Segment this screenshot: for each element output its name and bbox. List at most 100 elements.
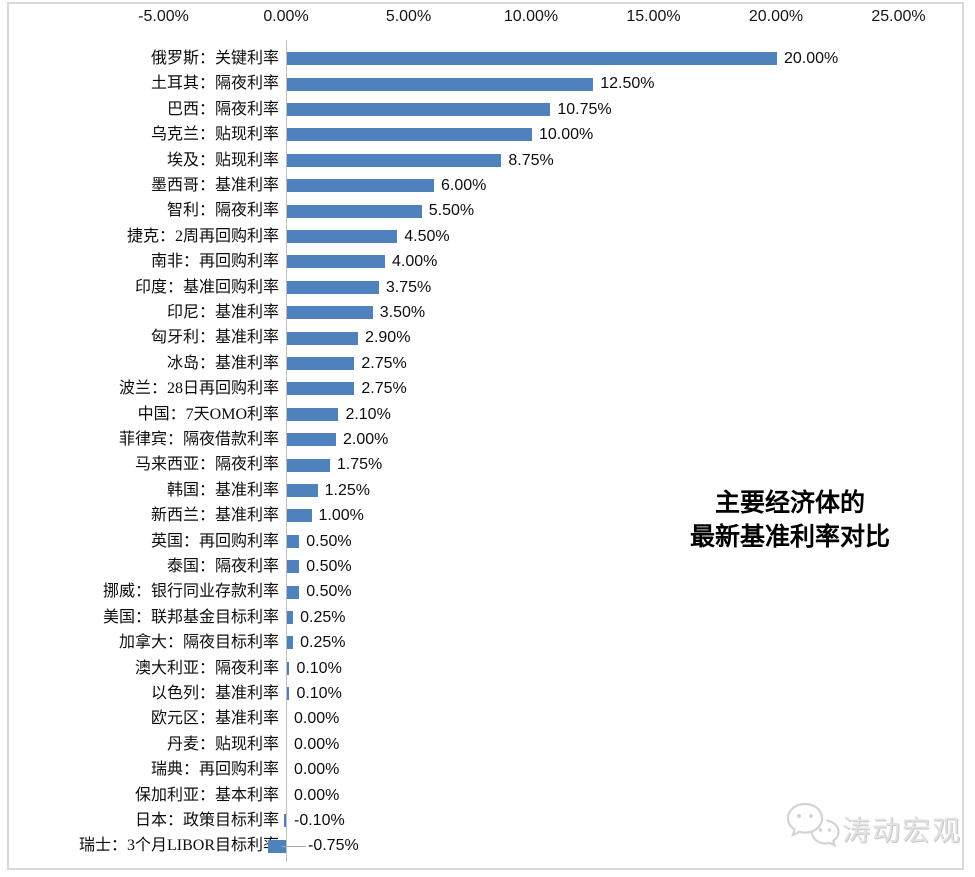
- chart-row: 捷克：2周再回购利率 4.50%: [0, 224, 975, 249]
- bar-value-label: 0.10%: [296, 685, 342, 702]
- watermark: 涛动宏观: [784, 798, 962, 859]
- bar-value-label: 8.75%: [508, 151, 554, 169]
- bar-value-label: 10.00%: [539, 126, 594, 144]
- bar-value-label: 1.75%: [336, 456, 383, 474]
- chart-row: 丹麦：贴现利率 0.00%: [0, 732, 975, 757]
- bar-value-label: 2.00%: [343, 431, 389, 448]
- chart-row: 埃及：贴现利率 8.75%: [0, 148, 975, 173]
- category-label: 瑞士：3个月LIBOR目标利率: [78, 837, 279, 855]
- chart-row: 印尼：基准利率 3.50%: [0, 300, 975, 325]
- category-label: 南非：再回购利率: [150, 253, 279, 271]
- x-axis-tick-label: 5.00%: [385, 8, 432, 25]
- chart-row: 智利：隔夜利率 5.50%: [0, 198, 975, 223]
- bar: [287, 661, 290, 675]
- chart-row: 韩国：基准利率 1.25%: [0, 478, 975, 503]
- chart-row: 中国：7天OMO利率 2.10%: [0, 402, 975, 427]
- category-label: 巴西：隔夜利率: [166, 100, 279, 118]
- category-label: 捷克：2周再回购利率: [126, 227, 279, 245]
- bar: [287, 280, 379, 294]
- bar: [287, 610, 294, 624]
- bar: [287, 77, 594, 91]
- bar-value-label: 12.50%: [600, 75, 655, 93]
- category-label: 波兰：28日再回购利率: [118, 380, 279, 398]
- category-label: 土耳其：隔夜利率: [150, 75, 279, 93]
- chart-row: 印度：基准回购利率 3.75%: [0, 275, 975, 300]
- bar-value-label: 0.25%: [300, 608, 346, 626]
- bar-value-label: 0.00%: [294, 761, 340, 779]
- chart-row: 英国：再回购利率 0.50%: [0, 529, 975, 554]
- bar-value-label: 0.50%: [306, 532, 352, 550]
- chart-row: 瑞典：再回购利率 0.00%: [0, 757, 975, 782]
- category-label: 澳大利亚：隔夜利率: [134, 659, 279, 677]
- bar-value-label: 0.00%: [294, 786, 340, 804]
- bar: [287, 229, 398, 243]
- category-label: 美国：联邦基金目标利率: [102, 608, 279, 626]
- bar-value-label: 3.75%: [385, 278, 432, 296]
- bar: [287, 509, 312, 523]
- bar-value-label: 0.10%: [296, 659, 342, 677]
- category-label: 瑞典：再回购利率: [150, 761, 279, 779]
- chart-row: 日本：政策目标利率 -0.10%: [0, 808, 975, 833]
- chart-title-line2: 最新基准利率对比: [689, 524, 890, 551]
- category-label: 泰国：隔夜利率: [166, 558, 279, 575]
- chart-row: 美国：联邦基金目标利率 0.25%: [0, 605, 975, 630]
- bar: [287, 255, 385, 269]
- bar: [287, 687, 290, 701]
- category-label: 新西兰：基准利率: [150, 507, 279, 525]
- bar-value-label: 4.50%: [404, 227, 450, 245]
- category-label: 俄罗斯：关键利率: [150, 50, 279, 67]
- bar: [287, 534, 300, 548]
- chart-row: 以色列：基准利率 0.10%: [0, 681, 975, 706]
- bar-value-label: 0.25%: [300, 634, 346, 652]
- bar: [287, 560, 300, 574]
- bar: [287, 636, 294, 650]
- bar-value-label: 4.00%: [392, 253, 438, 271]
- watermark-text: 涛动宏观: [842, 815, 963, 847]
- chart-row: 冰岛：基准利率 2.75%: [0, 351, 975, 376]
- bar-value-label: 1.00%: [318, 507, 364, 525]
- chart-row: 土耳其：隔夜利率 12.50%: [0, 71, 975, 96]
- bar-value-label: 0.00%: [294, 710, 340, 728]
- category-label: 乌克兰：贴现利率: [150, 126, 279, 144]
- category-label: 马来西亚：隔夜利率: [134, 456, 279, 474]
- chart-row: 欧元区：基准利率 0.00%: [0, 706, 975, 731]
- chart-row: 巴西：隔夜利率 10.75%: [0, 97, 975, 122]
- x-axis-tick-label: 20.00%: [748, 8, 804, 25]
- chart-row: 波兰：28日再回购利率 2.75%: [0, 376, 975, 401]
- category-label: 中国：7天OMO利率: [137, 405, 279, 423]
- category-label: 欧元区：基准利率: [150, 710, 279, 728]
- category-label: 保加利亚：基本利率: [134, 786, 279, 804]
- category-label: 菲律宾：隔夜借款利率: [118, 431, 279, 448]
- category-label: 印度：基准回购利率: [134, 278, 279, 296]
- bar-value-label: 1.25%: [324, 481, 370, 499]
- chart-row: 乌克兰：贴现利率 10.00%: [0, 122, 975, 147]
- chart-row: 挪威：银行同业存款利率 0.50%: [0, 579, 975, 604]
- chart-row: 瑞士：3个月LIBOR目标利率 -0.75%: [0, 833, 975, 858]
- chart-row: 俄罗斯：关键利率 20.00%: [0, 46, 975, 71]
- category-label: 埃及：贴现利率: [166, 151, 279, 169]
- chart-row: 匈牙利：基准利率 2.90%: [0, 325, 975, 350]
- bar-value-label: 2.75%: [361, 354, 407, 372]
- bar-value-label: 10.75%: [557, 100, 612, 118]
- category-label: 墨西哥：基准利率: [150, 177, 279, 194]
- bar: [287, 153, 502, 167]
- category-label: 英国：再回购利率: [150, 532, 279, 550]
- category-label: 挪威：银行同业存款利率: [102, 583, 279, 601]
- x-axis-tick-label: 0.00%: [263, 8, 309, 25]
- bar: [287, 407, 339, 421]
- chart-row: 马来西亚：隔夜利率 1.75%: [0, 452, 975, 477]
- bar-value-label: -0.75%: [308, 837, 359, 855]
- bar: [267, 839, 286, 853]
- bar: [287, 128, 532, 142]
- bar: [287, 356, 355, 370]
- bar-value-label: 0.00%: [294, 735, 340, 753]
- bar: [287, 179, 434, 193]
- bar: [287, 306, 373, 320]
- chart-row: 保加利亚：基本利率 0.00%: [0, 783, 975, 808]
- category-label: 韩国：基准利率: [166, 481, 279, 499]
- category-axis-line: [286, 40, 287, 862]
- x-axis-tick-label: 10.00%: [503, 8, 559, 25]
- x-axis-tick-label: 25.00%: [871, 8, 926, 25]
- x-axis-tick-label: -5.00%: [138, 8, 189, 25]
